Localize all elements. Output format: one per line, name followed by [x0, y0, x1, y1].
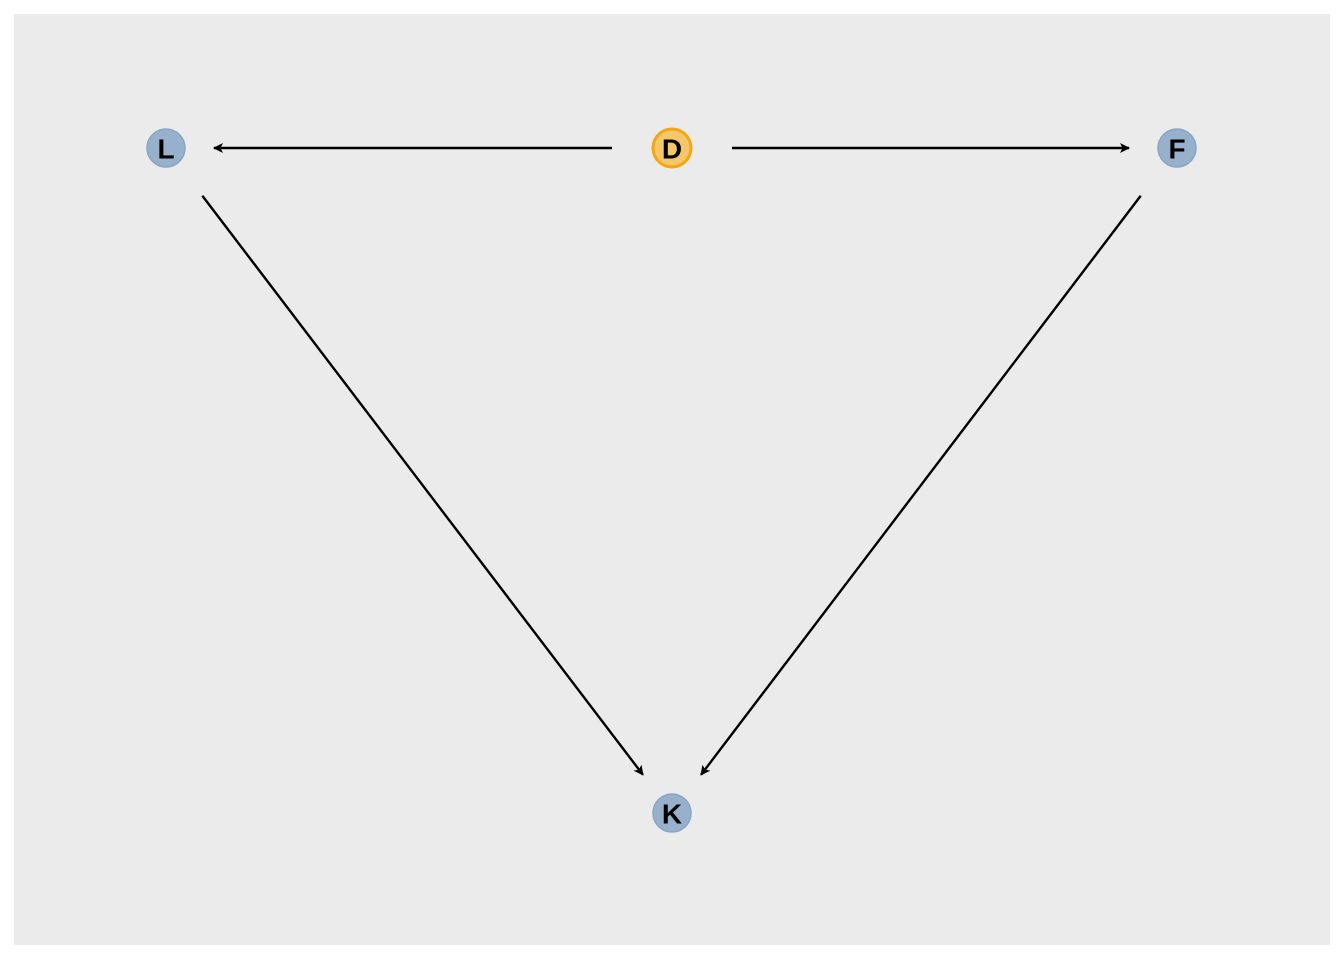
nodes-layer: L D F K [146, 127, 1197, 833]
node-f-circle [1157, 128, 1197, 168]
node-k: K [652, 793, 692, 833]
node-k-circle [652, 793, 692, 833]
node-k-label: K [662, 799, 682, 830]
edge-l-to-k [201, 195, 644, 776]
node-l-circle [146, 128, 186, 168]
node-d-label: D [662, 134, 682, 165]
node-f-label: F [1168, 134, 1185, 165]
edge-f-to-k [700, 195, 1142, 776]
node-d-circle [651, 127, 693, 169]
plot-panel [14, 14, 1330, 945]
node-f: F [1157, 128, 1197, 168]
edges-layer [201, 143, 1142, 776]
node-d: D [651, 127, 693, 169]
node-l-label: L [157, 134, 174, 165]
node-l: L [146, 128, 186, 168]
